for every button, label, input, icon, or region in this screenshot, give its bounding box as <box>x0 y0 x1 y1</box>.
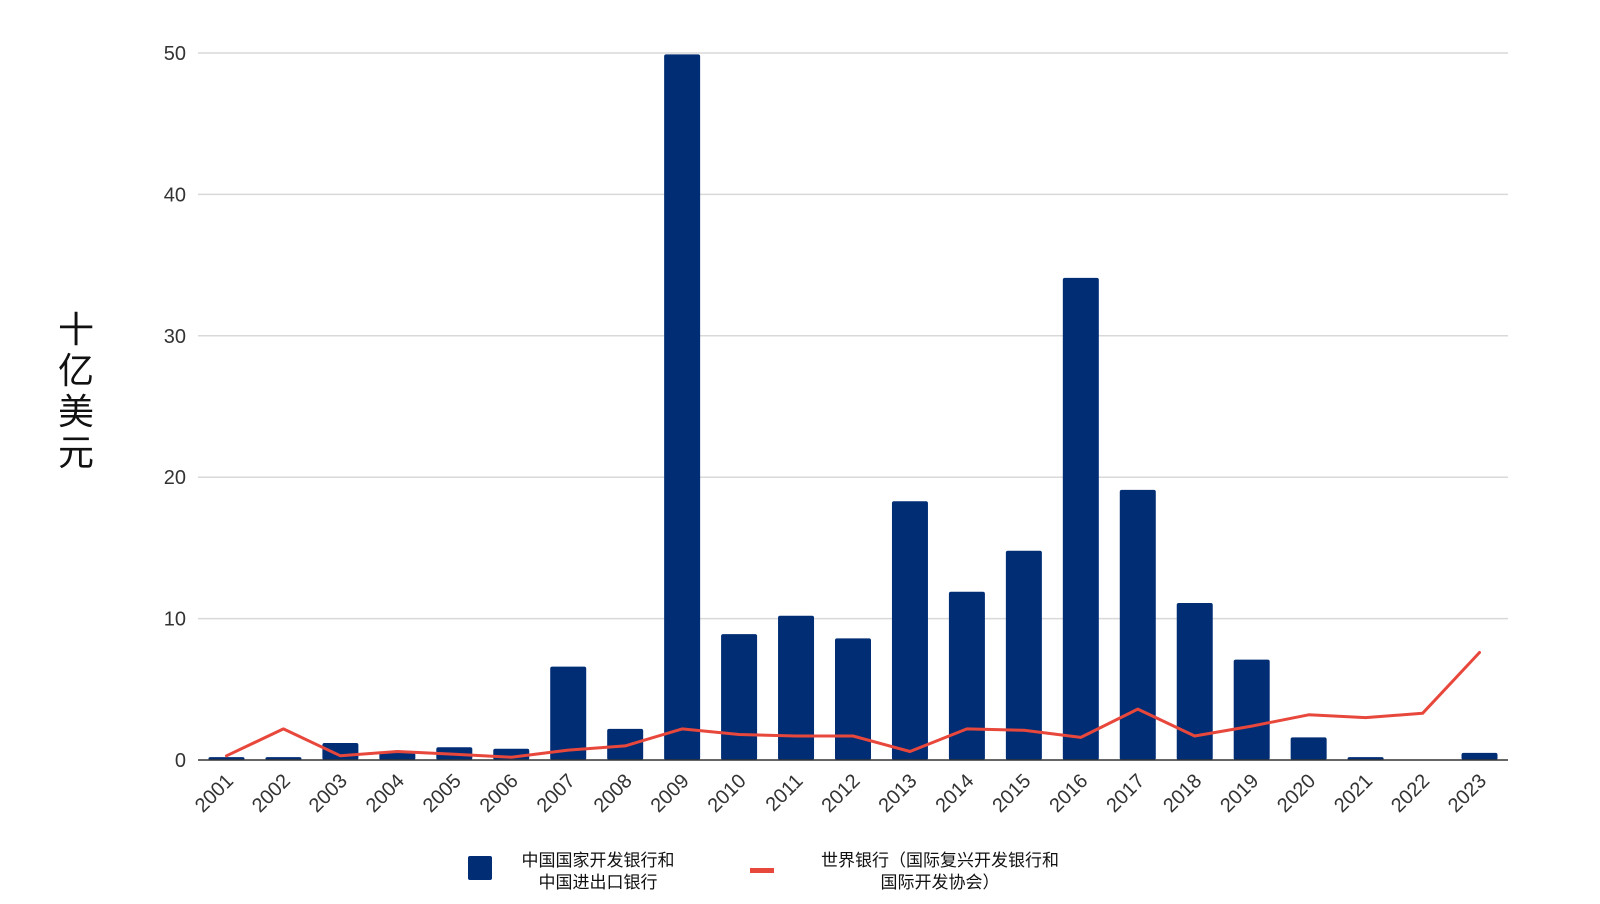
x-tick-label: 2007 <box>533 770 580 817</box>
bar <box>778 615 815 760</box>
y-axis-ticks: 0 10 20 30 40 50 <box>164 43 186 772</box>
bar <box>891 501 928 760</box>
x-tick-label: 2005 <box>419 770 466 817</box>
legend-swatch-bar <box>468 856 492 880</box>
y-tick-label: 30 <box>164 326 186 348</box>
x-tick-label: 2019 <box>1216 770 1263 817</box>
legend-item-line: 世界银行（国际复兴开发银行和 国际开发协会） <box>750 851 1059 893</box>
y-tick-label: 10 <box>164 609 186 631</box>
y-tick-label: 50 <box>164 43 186 65</box>
x-tick-label: 2014 <box>931 770 978 817</box>
bar <box>1176 603 1213 760</box>
bar <box>379 752 416 760</box>
bar <box>1062 277 1099 760</box>
y-axis-label: 十亿美元 <box>58 310 94 474</box>
bar <box>664 54 701 760</box>
x-tick-label: 2001 <box>191 770 238 817</box>
bar <box>550 666 587 760</box>
x-tick-label: 2003 <box>305 770 352 817</box>
x-tick-label: 2020 <box>1273 770 1320 817</box>
x-tick-label: 2009 <box>647 770 694 817</box>
x-tick-label: 2004 <box>362 770 409 817</box>
bar <box>835 638 871 760</box>
legend-label-line: 世界银行（国际复兴开发银行和 <box>821 851 1059 871</box>
x-tick-label: 2002 <box>248 770 295 817</box>
x-tick-label: 2022 <box>1387 770 1434 817</box>
legend-swatch-line <box>750 868 774 873</box>
legend-label-line: 国际开发协会） <box>881 873 1000 893</box>
bar <box>1290 737 1327 760</box>
x-tick-label: 2013 <box>874 770 921 817</box>
x-tick-label: 2010 <box>704 770 751 817</box>
bar <box>1233 659 1270 760</box>
legend-label-bar: 中国国家开发银行和 <box>522 851 675 871</box>
y-tick-label: 0 <box>175 750 186 772</box>
bar-series <box>208 54 1498 760</box>
bar <box>1005 550 1042 760</box>
series-line <box>225 651 1481 759</box>
x-tick-label: 2023 <box>1444 770 1491 817</box>
x-tick-label: 2011 <box>762 770 808 816</box>
x-tick-label: 2017 <box>1102 770 1149 817</box>
bar <box>1119 489 1156 760</box>
y-tick-label: 20 <box>164 467 186 489</box>
bar <box>948 591 985 760</box>
gridlines <box>198 52 1508 620</box>
bar <box>322 743 359 760</box>
x-tick-label: 2018 <box>1159 770 1206 817</box>
x-tick-label: 2016 <box>1045 770 1092 817</box>
x-tick-label: 2006 <box>476 770 523 817</box>
x-tick-label: 2008 <box>590 770 637 817</box>
x-tick-label: 2015 <box>988 770 1035 817</box>
legend: 中国国家开发银行和 中国进出口银行 世界银行（国际复兴开发银行和 国际开发协会） <box>468 851 1059 893</box>
y-tick-label: 40 <box>164 184 186 206</box>
legend-label-bar: 中国进出口银行 <box>539 873 658 893</box>
x-tick-label: 2012 <box>818 770 865 817</box>
x-axis-ticks: 2001 2002 2003 2004 2005 2006 2007 2008 2009 2010… <box>191 770 1491 817</box>
bar <box>721 634 758 760</box>
x-tick-label: 2021 <box>1330 770 1377 817</box>
line-series <box>225 651 1481 759</box>
bar <box>1461 752 1498 760</box>
legend-item-bar: 中国国家开发银行和 中国进出口银行 <box>468 851 675 893</box>
